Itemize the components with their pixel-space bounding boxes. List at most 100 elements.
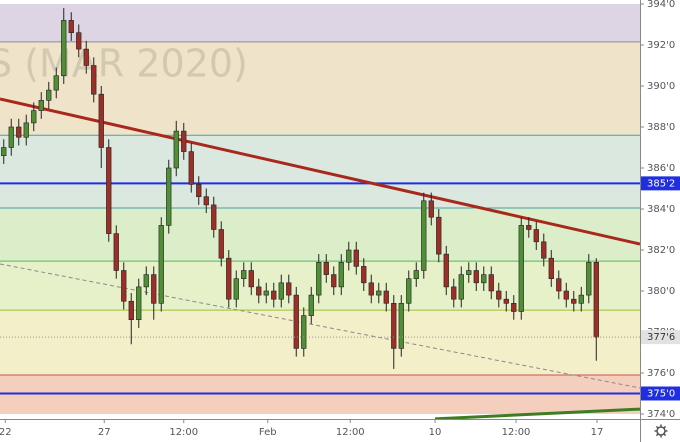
candle-body (353, 249, 359, 267)
candle-body (293, 294, 299, 349)
candle-body (166, 167, 172, 226)
candle-body (578, 294, 584, 304)
x-tick-label: 22 (0, 427, 12, 438)
candle-body (46, 89, 52, 101)
candle-body (511, 302, 517, 312)
candle-body (308, 294, 314, 316)
candle-body (158, 225, 164, 304)
price-label: 377'6 (647, 332, 675, 343)
candle-body (556, 278, 562, 292)
candle-body (458, 274, 464, 300)
candle-body (226, 257, 232, 300)
candle-body (233, 278, 239, 300)
candle-body (571, 298, 577, 304)
candle-body (563, 290, 569, 300)
candle-body (443, 253, 449, 288)
candle-body (16, 126, 22, 138)
candle-body (121, 270, 127, 302)
candle-body (466, 270, 472, 275)
candle-body (361, 266, 367, 284)
gear-tooth (663, 433, 667, 437)
trend-line (0, 263, 641, 389)
candle-body (241, 270, 247, 279)
price-label-bg (641, 330, 680, 345)
candle-body (451, 286, 457, 300)
price-label-bg (641, 386, 680, 401)
candle-body (533, 229, 539, 243)
y-tick-label: 380'0 (647, 286, 675, 297)
y-tick-label: 382'0 (647, 245, 675, 256)
y-tick-label: 392'0 (647, 40, 675, 51)
zone (0, 41, 640, 136)
candle-body (31, 110, 37, 124)
candle-body (263, 290, 269, 296)
y-tick-label: 388'0 (647, 122, 675, 133)
candle-body (53, 75, 59, 91)
y-tick-label: 384'0 (647, 204, 675, 215)
candle-body (286, 282, 292, 296)
candle-body (1, 147, 7, 156)
candle-body (173, 130, 179, 169)
candle-body (76, 32, 82, 50)
x-axis-bg (0, 419, 680, 442)
candle-body (376, 290, 382, 296)
x-tick-label: 12:00 (502, 427, 531, 438)
candle-body (271, 290, 277, 300)
candle-body (406, 278, 412, 304)
candle-body (503, 298, 509, 304)
y-tick-label: 394'0 (647, 0, 675, 10)
y-tick-label: 390'0 (647, 81, 675, 92)
zone (0, 4, 640, 42)
candle-body (548, 257, 554, 280)
y-tick-label: 376'0 (647, 368, 675, 379)
candle-body (188, 151, 194, 185)
candle-body (83, 48, 89, 66)
candle-body (61, 20, 67, 77)
candle-body (23, 122, 29, 138)
candle-body (248, 270, 254, 288)
candle-body (398, 302, 404, 349)
candle-body (391, 302, 397, 349)
x-tick-label: 12:00 (336, 427, 365, 438)
candle-body (218, 229, 224, 259)
settings-button[interactable] (654, 424, 668, 438)
candle-body (38, 100, 44, 111)
candle-body (106, 147, 112, 234)
trend-line (0, 97, 641, 246)
gear-tooth (663, 425, 667, 429)
price-label: 375'0 (647, 389, 675, 400)
candle-body (436, 216, 442, 255)
candle-body (278, 282, 284, 300)
price-label-bg (641, 176, 680, 191)
x-tick-label: Feb (259, 427, 277, 438)
candle-body (593, 261, 599, 338)
candle-body (203, 196, 209, 206)
candle-body (196, 184, 202, 197)
candle-body (211, 204, 217, 230)
zone (0, 375, 640, 414)
candle-body (68, 20, 74, 33)
y-axis-bg (640, 0, 680, 442)
price-label: 385'2 (647, 178, 675, 189)
candle-body (368, 282, 374, 296)
y-tick-label: 374'0 (647, 409, 675, 420)
candle-body (181, 130, 187, 152)
candle-body (136, 286, 142, 320)
candle-body (488, 274, 494, 292)
candle-body (323, 261, 329, 275)
candle-body (428, 200, 434, 218)
candle-body (91, 65, 97, 95)
candle-body (8, 126, 14, 148)
candle-body (346, 249, 352, 263)
candle-body (151, 274, 157, 304)
x-tick-label: 27 (98, 427, 111, 438)
candle-body (128, 300, 134, 321)
candle-body (496, 290, 502, 300)
candle-body (98, 93, 104, 148)
gear-tooth (655, 425, 659, 429)
candle-body (473, 270, 479, 284)
candle-body (338, 261, 344, 288)
candle-body (113, 233, 119, 271)
x-tick-label: 12:00 (169, 427, 198, 438)
